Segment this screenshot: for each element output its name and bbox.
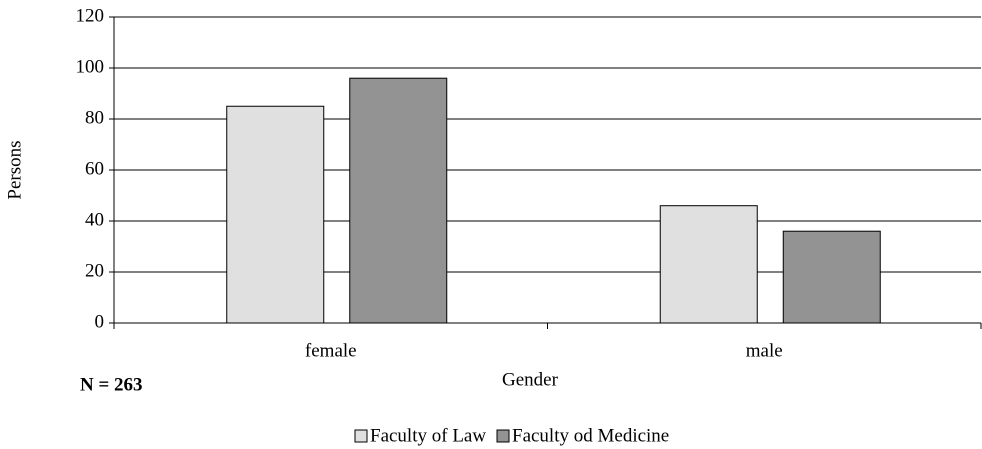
y-tick-label: 20 — [85, 260, 104, 281]
legend-label: Faculty od Medicine — [512, 425, 669, 446]
x-tick-label: male — [746, 340, 783, 361]
bar — [659, 205, 758, 324]
y-tick-label: 120 — [76, 5, 105, 26]
legend-swatch — [496, 429, 510, 443]
bar — [782, 230, 881, 324]
legend-swatch — [354, 429, 368, 443]
y-tick-label: 80 — [85, 107, 104, 128]
x-axis-label: Gender — [502, 369, 559, 390]
y-tick-label: 100 — [76, 56, 105, 77]
x-tick-label: female — [305, 340, 357, 361]
y-axis-label: Persons — [4, 140, 25, 199]
y-tick-label: 40 — [85, 209, 104, 230]
annotation: N = 263 — [80, 374, 143, 395]
y-tick-label: 60 — [85, 158, 104, 179]
legend-label: Faculty of Law — [370, 425, 486, 446]
bar — [349, 77, 448, 324]
y-tick-label: 0 — [95, 311, 105, 332]
bar — [226, 105, 325, 324]
